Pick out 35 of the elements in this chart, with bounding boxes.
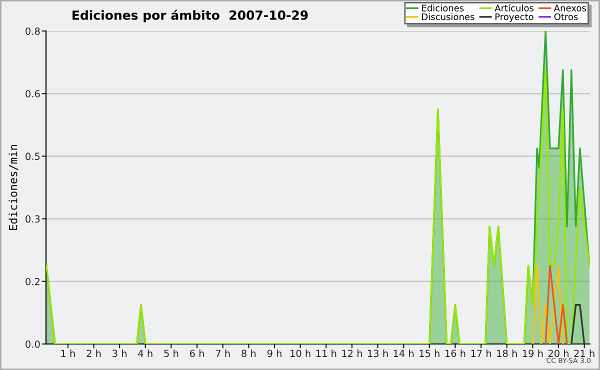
y-tick-label: 0.3 <box>26 215 40 223</box>
x-tick-label: 13 h <box>368 350 388 358</box>
x-tick-label: 6 h <box>190 350 204 358</box>
y-tick-label: 0.8 <box>26 27 40 35</box>
x-tick-label: 21 h <box>574 350 594 357</box>
x-tick-label: 15 h <box>420 350 440 358</box>
x-tick-label: 20 h <box>548 350 568 358</box>
y-axis-title: Ediciones/min <box>8 145 18 230</box>
x-tick-label: 19 h <box>522 350 543 358</box>
x-tick-label: 2 h <box>86 350 101 357</box>
chart-title: Ediciones por ámbito 2007-10-29 <box>72 10 308 22</box>
x-tick-label: 18 h <box>497 350 517 358</box>
x-tick-label: 14 h <box>394 350 414 357</box>
legend-label: Artículos <box>494 4 534 12</box>
x-tick-label: 16 h <box>445 350 466 358</box>
legend-label: Proyecto <box>495 13 534 22</box>
legend-label: Otros <box>554 13 578 20</box>
legend-label: Ediciones <box>422 4 464 12</box>
y-tick-label: 0.0 <box>26 340 40 348</box>
y-tick-label: 0.6 <box>26 90 40 98</box>
x-tick-label: 1 h <box>61 350 75 357</box>
legend-label: Anexos <box>554 4 586 12</box>
y-tick-label: 0.5 <box>26 152 40 160</box>
x-tick-label: 12 h <box>342 350 362 357</box>
y-tick-label: 0.2 <box>26 278 40 286</box>
x-tick-label: 4 h <box>138 350 152 357</box>
x-tick-label: 8 h <box>242 350 256 358</box>
x-tick-label: 3 h <box>112 350 126 358</box>
x-tick-label: 17 h <box>471 350 492 357</box>
x-tick-label: 9 h <box>267 350 282 358</box>
x-tick-label: 7 h <box>216 350 230 357</box>
x-tick-label: 5 h <box>164 350 178 358</box>
x-tick-label: 10 h <box>290 350 310 358</box>
legend-label: Discusiones <box>422 13 474 20</box>
x-tick-label: 11 h <box>316 350 336 357</box>
